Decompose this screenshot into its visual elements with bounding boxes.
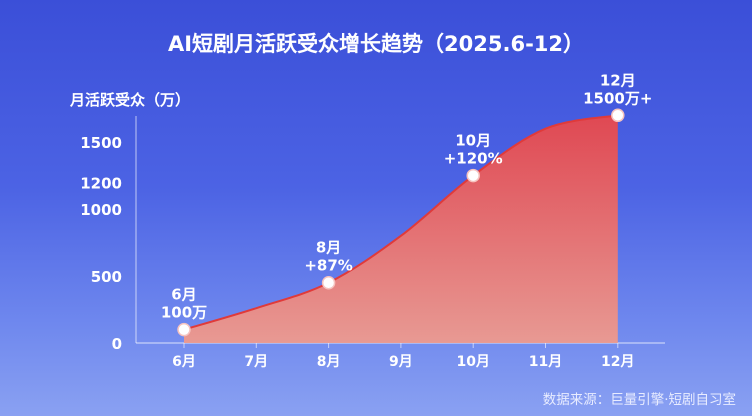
y-tick-label: 1200 xyxy=(80,174,122,192)
data-source-note: 数据来源：巨量引擎·短剧自习室 xyxy=(542,392,736,408)
data-point xyxy=(466,168,480,183)
y-axis-label: 月活跃受众（万） xyxy=(70,91,191,109)
x-tick-label: 7月 xyxy=(244,354,268,370)
data-label: 10月 xyxy=(455,132,491,150)
data-label: 100万 xyxy=(161,304,207,322)
y-tick-label: 1500 xyxy=(80,134,122,152)
series-area xyxy=(184,115,618,343)
x-tick-label: 6月 xyxy=(172,354,196,370)
x-tick-label: 11月 xyxy=(529,354,562,370)
data-label: 8月 xyxy=(316,239,341,257)
data-label: 1500万+ xyxy=(583,89,652,107)
y-tick-label: 0 xyxy=(112,335,122,353)
data-point xyxy=(177,322,191,337)
x-tick-label: 8月 xyxy=(317,354,341,370)
series-line xyxy=(183,114,618,331)
data-point xyxy=(611,108,625,123)
data-label: 6月 xyxy=(171,286,196,304)
x-tick-label: 12月 xyxy=(601,354,634,370)
data-label: +120% xyxy=(444,150,503,168)
x-tick-label: 10月 xyxy=(456,354,489,370)
data-point xyxy=(321,275,336,290)
data-label: +87% xyxy=(304,257,352,275)
y-tick-label: 500 xyxy=(91,268,122,286)
y-tick-label: 1000 xyxy=(80,201,122,219)
chart-title: AI短剧月活跃受众增长趋势（2025.6-12） xyxy=(167,32,585,56)
x-tick-label: 9月 xyxy=(389,354,413,370)
data-label: 12月 xyxy=(600,71,636,89)
